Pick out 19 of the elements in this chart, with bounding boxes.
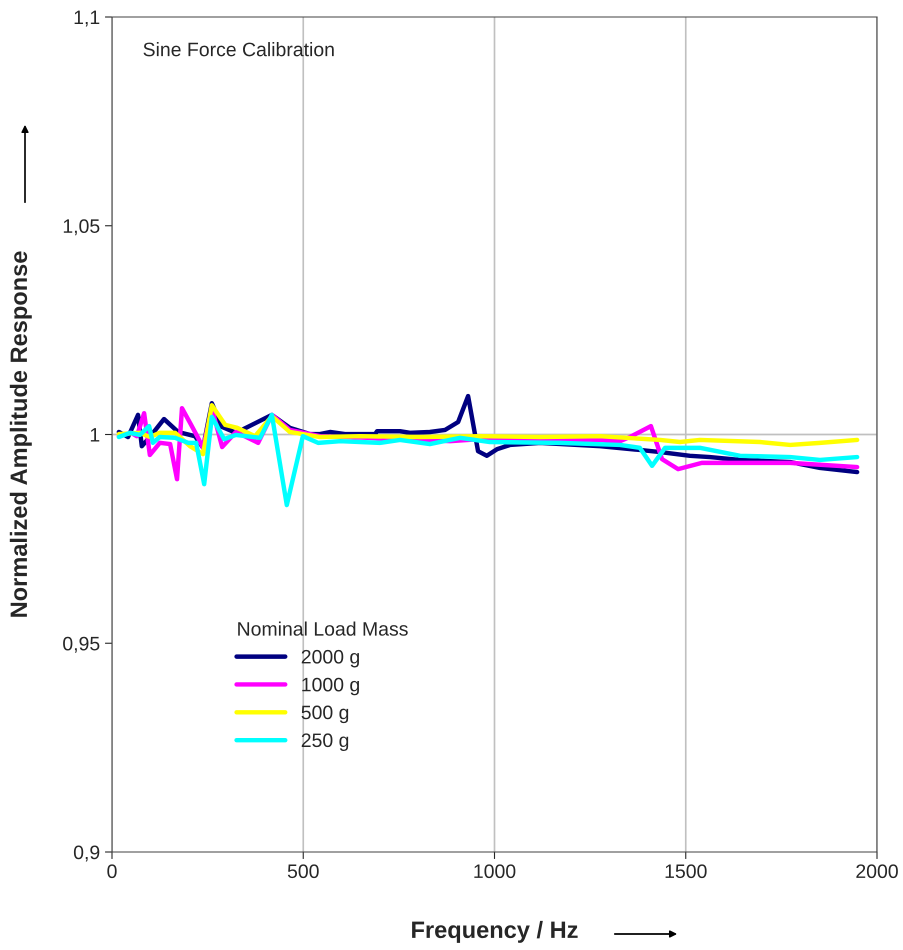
- x-tick-label: 500: [288, 864, 319, 878]
- x-axis-title: Frequency / Hz: [412, 920, 578, 943]
- line-series: [116, 412, 860, 508]
- y-axis-title: Normalized Amplitude Response: [10, 251, 32, 617]
- legend-label: 1000 g: [302, 678, 359, 696]
- legend-label: 250 g: [302, 733, 348, 751]
- x-tick-label: 2000: [856, 864, 898, 878]
- y-tick-label: 0,9: [74, 845, 100, 862]
- x-tick-label: 1000: [474, 864, 516, 878]
- annotation: Sine Force Calibration: [143, 42, 334, 56]
- x-tick-label: 1500: [666, 864, 707, 878]
- legend-label: 500 g: [302, 706, 348, 724]
- y-tick-label: 1,05: [64, 219, 100, 236]
- legend-title: Nominal Load Mass: [238, 621, 408, 636]
- y-tick-label: 0,95: [63, 636, 100, 653]
- legend-label: 2000 g: [302, 650, 359, 668]
- y-tick-label: 1: [90, 428, 100, 442]
- x-tick-label: 0: [107, 864, 117, 878]
- y-tick-label: 1,1: [74, 10, 100, 27]
